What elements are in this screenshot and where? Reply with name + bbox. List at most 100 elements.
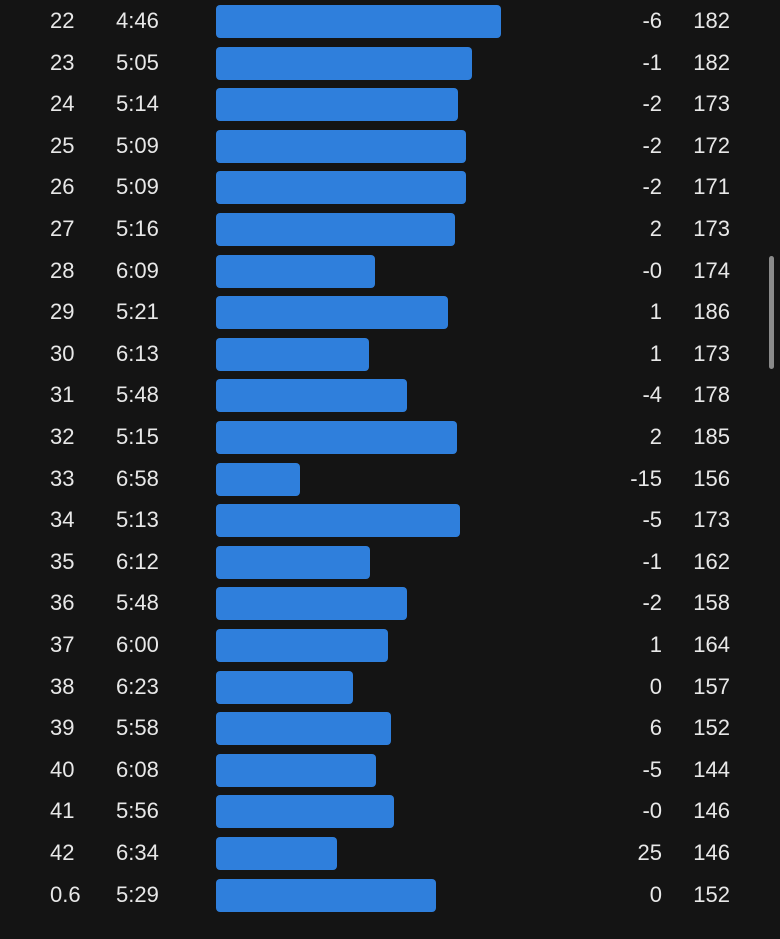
pace-bar xyxy=(216,670,354,704)
split-row[interactable]: 40 6:08 -5 144 xyxy=(0,749,780,791)
pace-bar xyxy=(216,795,395,829)
pace-bar xyxy=(216,296,448,330)
split-km: 42 xyxy=(50,840,75,865)
scrollbar[interactable] xyxy=(769,256,774,369)
split-heart-rate: 173 xyxy=(693,507,730,533)
pace-bar xyxy=(216,88,459,122)
split-pace: 6:09 xyxy=(116,257,159,283)
split-elevation: 25 xyxy=(637,840,662,865)
pace-bar xyxy=(216,837,337,870)
pace-bar xyxy=(216,712,392,746)
pace-bar xyxy=(216,545,371,579)
split-row[interactable]: 22 4:46 -6 182 xyxy=(0,0,780,42)
split-elevation: 1 xyxy=(649,340,662,366)
split-heart-rate: 173 xyxy=(693,340,730,366)
split-heart-rate: 144 xyxy=(693,756,730,782)
split-km: 25 xyxy=(50,132,75,158)
split-km: 33 xyxy=(50,465,75,491)
split-elevation: -0 xyxy=(642,257,662,283)
split-elevation: 0 xyxy=(649,673,662,699)
split-km: 24 xyxy=(50,91,75,117)
split-km: 31 xyxy=(50,382,75,408)
split-elevation: -1 xyxy=(642,548,662,574)
split-km: 40 xyxy=(50,756,75,782)
split-row[interactable]: 33 6:58 -15 156 xyxy=(0,458,780,500)
split-pace: 6:13 xyxy=(116,340,159,366)
pace-bar xyxy=(216,587,407,621)
split-row[interactable]: 23 5:05 -1 182 xyxy=(0,42,780,84)
split-elevation: 0 xyxy=(649,881,662,907)
split-elevation: -2 xyxy=(642,590,662,616)
split-heart-rate: 173 xyxy=(693,91,730,117)
split-elevation: -2 xyxy=(642,174,662,200)
split-row[interactable]: 32 5:15 2 185 xyxy=(0,416,780,458)
split-heart-rate: 164 xyxy=(693,632,730,657)
split-row[interactable]: 36 5:48 -2 158 xyxy=(0,582,780,624)
split-pace: 5:13 xyxy=(116,507,159,533)
split-heart-rate: 178 xyxy=(693,382,730,408)
pace-bar xyxy=(216,379,407,413)
pace-bar xyxy=(216,254,375,288)
split-heart-rate: 156 xyxy=(693,465,730,491)
split-pace: 5:16 xyxy=(116,216,159,241)
split-row[interactable]: 31 5:48 -4 178 xyxy=(0,374,780,416)
split-row[interactable]: 41 5:56 -0 146 xyxy=(0,790,780,832)
split-pace: 6:34 xyxy=(116,840,159,865)
split-km: 37 xyxy=(50,632,75,657)
split-elevation: -2 xyxy=(642,132,662,158)
split-elevation: -0 xyxy=(642,798,662,824)
split-elevation: -2 xyxy=(642,91,662,117)
split-heart-rate: 162 xyxy=(693,548,730,574)
split-km: 23 xyxy=(50,49,75,75)
split-row[interactable]: 34 5:13 -5 173 xyxy=(0,499,780,541)
split-row[interactable]: 28 6:09 -0 174 xyxy=(0,250,780,292)
split-km: 22 xyxy=(50,8,75,33)
split-heart-rate: 152 xyxy=(693,881,730,907)
split-pace: 5:09 xyxy=(116,174,159,200)
pace-bar xyxy=(216,878,436,912)
split-elevation: 1 xyxy=(649,299,662,325)
split-heart-rate: 152 xyxy=(693,715,730,741)
split-elevation: -15 xyxy=(630,465,662,491)
split-row[interactable]: 26 5:09 -2 171 xyxy=(0,166,780,208)
split-km: 36 xyxy=(50,590,75,616)
split-heart-rate: 182 xyxy=(693,49,730,75)
split-pace: 5:48 xyxy=(116,590,159,616)
pace-bar xyxy=(216,129,466,163)
pace-bar xyxy=(216,629,389,662)
split-km: 35 xyxy=(50,548,75,574)
split-elevation: -1 xyxy=(642,49,662,75)
split-heart-rate: 174 xyxy=(693,257,730,283)
split-row[interactable]: 30 6:13 1 173 xyxy=(0,333,780,375)
split-pace: 6:58 xyxy=(116,465,159,491)
split-row[interactable]: 0.6 5:29 0 152 xyxy=(0,874,780,916)
split-pace: 5:48 xyxy=(116,382,159,408)
split-km: 26 xyxy=(50,174,75,200)
split-km: 32 xyxy=(50,424,75,449)
split-pace: 5:56 xyxy=(116,798,159,824)
split-row[interactable]: 39 5:58 6 152 xyxy=(0,707,780,749)
split-pace: 5:14 xyxy=(116,91,159,117)
split-pace: 5:15 xyxy=(116,424,159,449)
split-row[interactable]: 38 6:23 0 157 xyxy=(0,666,780,708)
split-km: 39 xyxy=(50,715,75,741)
split-heart-rate: 186 xyxy=(693,299,730,325)
split-row[interactable]: 24 5:14 -2 173 xyxy=(0,83,780,125)
split-km: 41 xyxy=(50,798,75,824)
split-row[interactable]: 27 5:16 2 173 xyxy=(0,208,780,250)
split-heart-rate: 171 xyxy=(693,174,730,200)
split-row[interactable]: 35 6:12 -1 162 xyxy=(0,541,780,583)
split-row[interactable]: 25 5:09 -2 172 xyxy=(0,125,780,167)
pace-bar xyxy=(216,46,473,80)
split-km: 0.6 xyxy=(50,881,81,907)
split-row[interactable]: 29 5:21 1 186 xyxy=(0,291,780,333)
pace-bar xyxy=(216,5,501,38)
split-row[interactable]: 42 6:34 25 146 xyxy=(0,832,780,874)
split-km: 30 xyxy=(50,340,75,366)
split-pace: 6:00 xyxy=(116,632,159,657)
pace-bar xyxy=(216,171,466,205)
split-elevation: -6 xyxy=(642,8,662,33)
split-heart-rate: 182 xyxy=(693,8,730,33)
split-heart-rate: 157 xyxy=(693,673,730,699)
split-row[interactable]: 37 6:00 1 164 xyxy=(0,624,780,666)
